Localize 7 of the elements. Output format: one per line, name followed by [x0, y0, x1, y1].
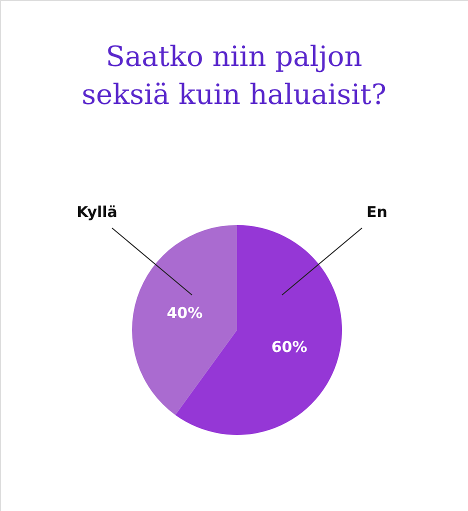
text: seksiä kuin haluaisit? [82, 78, 386, 111]
text: Saatko niin paljon [106, 40, 362, 73]
data-label: 60% [271, 338, 308, 356]
slice-label: En [366, 203, 388, 221]
slice-label: Kyllä [76, 203, 118, 221]
data-label: 40% [166, 304, 203, 322]
pie-slice [132, 225, 237, 415]
